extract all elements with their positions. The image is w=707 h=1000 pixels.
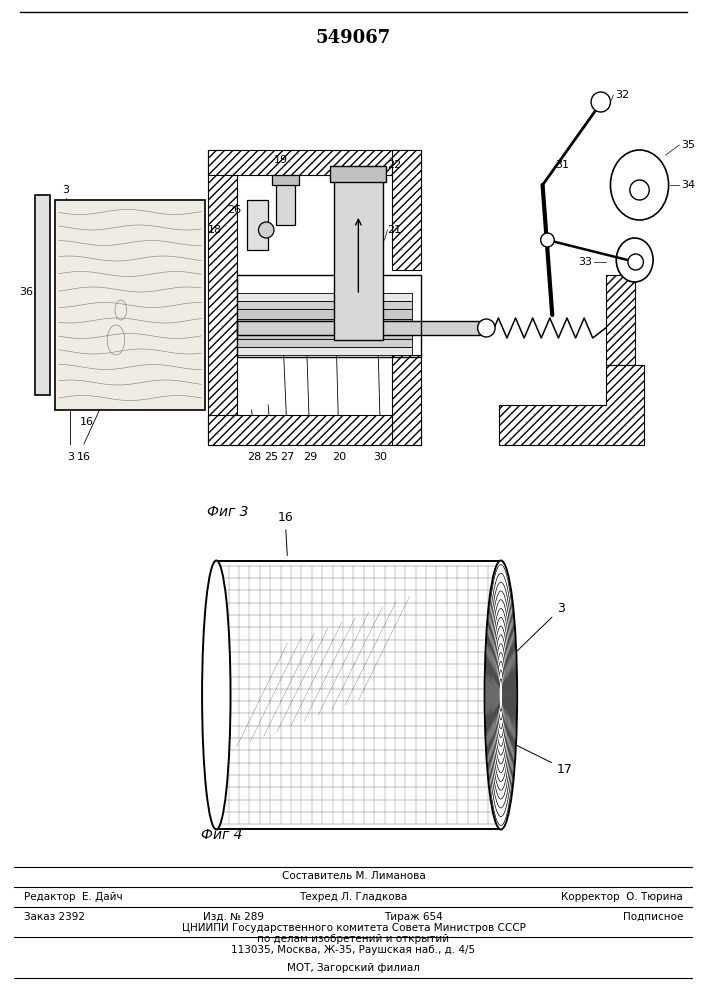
Text: 25: 25 xyxy=(264,452,278,462)
Text: 31: 31 xyxy=(555,160,569,170)
Text: Фиг 3: Фиг 3 xyxy=(206,505,248,519)
Text: Заказ 2392: Заказ 2392 xyxy=(24,912,85,922)
Text: 26: 26 xyxy=(227,205,241,215)
Text: 32: 32 xyxy=(615,90,629,100)
Polygon shape xyxy=(208,150,237,445)
Text: МОТ, Загорский филиал: МОТ, Загорский филиал xyxy=(287,963,420,973)
Text: 20: 20 xyxy=(332,452,346,462)
Text: Фиг 4: Фиг 4 xyxy=(201,828,242,842)
Text: 19: 19 xyxy=(274,155,288,165)
Text: 16: 16 xyxy=(277,511,293,556)
Bar xyxy=(237,293,411,301)
Text: 16: 16 xyxy=(77,452,91,462)
Bar xyxy=(237,319,411,329)
Ellipse shape xyxy=(484,561,517,829)
Text: 36: 36 xyxy=(19,287,33,297)
Bar xyxy=(237,321,479,335)
Bar xyxy=(334,170,382,340)
Text: Подписное: Подписное xyxy=(622,912,683,922)
Text: ЦНИИПИ Государственного комитета Совета Министров СССР: ЦНИИПИ Государственного комитета Совета … xyxy=(182,923,525,933)
Bar xyxy=(247,200,268,250)
Text: по делам изобретений и открытий: по делам изобретений и открытий xyxy=(257,934,450,944)
Polygon shape xyxy=(499,365,644,445)
Text: 18: 18 xyxy=(208,225,222,235)
Bar xyxy=(237,309,411,319)
Circle shape xyxy=(630,180,649,200)
Text: 35: 35 xyxy=(682,140,695,150)
Ellipse shape xyxy=(202,561,230,829)
Polygon shape xyxy=(208,150,421,175)
Ellipse shape xyxy=(610,150,669,220)
Text: 30: 30 xyxy=(373,452,387,462)
Text: 22: 22 xyxy=(387,160,402,170)
Text: 17: 17 xyxy=(511,743,573,776)
Polygon shape xyxy=(392,355,421,445)
Polygon shape xyxy=(392,150,421,270)
Circle shape xyxy=(478,319,495,337)
Bar xyxy=(272,175,299,185)
Circle shape xyxy=(628,254,643,270)
Bar xyxy=(216,561,501,829)
Circle shape xyxy=(259,222,274,238)
Bar xyxy=(237,347,411,355)
Text: 21: 21 xyxy=(387,225,402,235)
Bar xyxy=(330,166,387,182)
Text: Изд. № 289: Изд. № 289 xyxy=(203,912,264,922)
Circle shape xyxy=(541,233,554,247)
Bar xyxy=(276,180,296,225)
Text: 34: 34 xyxy=(682,180,696,190)
Text: 549067: 549067 xyxy=(315,29,391,47)
Text: 3: 3 xyxy=(511,602,565,657)
Ellipse shape xyxy=(617,238,653,282)
Bar xyxy=(237,329,411,339)
Text: Тираж 654: Тираж 654 xyxy=(384,912,443,922)
Bar xyxy=(35,195,50,395)
Polygon shape xyxy=(208,415,421,445)
Circle shape xyxy=(591,92,610,112)
Polygon shape xyxy=(606,275,635,365)
Text: Составитель М. Лиманова: Составитель М. Лиманова xyxy=(281,871,426,881)
Text: Корректор  О. Тюрина: Корректор О. Тюрина xyxy=(561,892,683,902)
Text: 113035, Москва, Ж-35, Раушская наб., д. 4/5: 113035, Москва, Ж-35, Раушская наб., д. … xyxy=(231,945,476,955)
Text: 3: 3 xyxy=(67,452,74,462)
Text: Техред Л. Гладкова: Техред Л. Гладкова xyxy=(299,892,408,902)
Text: 16: 16 xyxy=(80,417,94,427)
Text: 3: 3 xyxy=(62,185,69,195)
Bar xyxy=(237,301,411,309)
Bar xyxy=(55,200,205,410)
Text: 33: 33 xyxy=(578,257,592,267)
Text: 27: 27 xyxy=(281,452,295,462)
Text: Редактор  Е. Дайч: Редактор Е. Дайч xyxy=(24,892,123,902)
Bar xyxy=(237,275,421,357)
Bar xyxy=(237,339,411,347)
Text: 29: 29 xyxy=(303,452,317,462)
Text: 28: 28 xyxy=(247,452,262,462)
